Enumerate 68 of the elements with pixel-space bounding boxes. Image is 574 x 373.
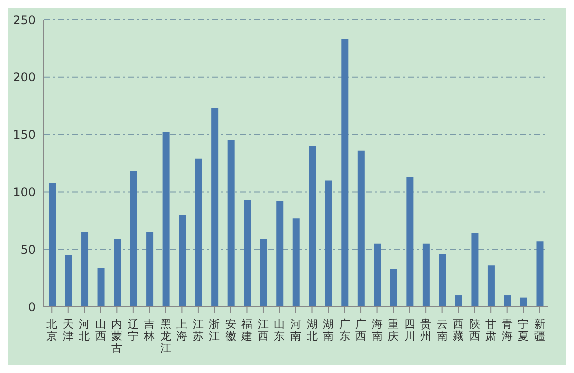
y-tick-label: 200 <box>13 70 36 85</box>
bar <box>162 132 170 307</box>
y-tick-label: 50 <box>20 242 36 257</box>
x-tick-label: 湖北 <box>306 318 318 343</box>
x-tick-label: 海南 <box>372 318 383 343</box>
x-tick-label: 天津 <box>62 318 74 343</box>
x-tick-label: 浙江 <box>209 318 220 343</box>
bar <box>536 242 544 307</box>
bar <box>520 298 528 307</box>
x-tick-label: 宁夏 <box>518 318 530 343</box>
x-tick-label: 福建 <box>240 318 253 343</box>
x-tick-label: 辽宁 <box>128 318 139 343</box>
bar <box>49 183 56 307</box>
x-tick-label: 西藏 <box>453 318 464 343</box>
bar <box>276 201 284 307</box>
x-tick-label: 新疆 <box>534 318 546 343</box>
x-tick-label: 江西 <box>258 318 269 343</box>
bar <box>244 200 252 307</box>
bar <box>228 140 235 307</box>
bar <box>455 296 462 307</box>
x-tick-label: 河北 <box>79 318 90 343</box>
x-tick-label: 湖南 <box>323 318 334 343</box>
bar <box>504 296 512 307</box>
bar <box>342 40 349 307</box>
y-tick-label: 250 <box>13 13 36 28</box>
bar <box>325 180 332 307</box>
x-tick-label: 四川 <box>404 318 416 343</box>
x-tick-label: 陕西 <box>469 318 480 343</box>
bar <box>358 150 365 307</box>
bar <box>292 218 300 307</box>
x-tick-label: 广东 <box>339 318 350 343</box>
bar <box>472 234 479 307</box>
bar <box>114 239 122 307</box>
x-tick-label: 北京 <box>46 318 58 343</box>
bar <box>390 269 398 307</box>
bar <box>309 146 316 307</box>
y-tick-label: 0 <box>28 300 36 314</box>
x-tick-label: 云南 <box>436 318 448 343</box>
bar <box>130 172 138 307</box>
x-tick-label: 内蒙古 <box>112 318 123 355</box>
x-tick-label: 河南 <box>290 318 302 343</box>
bar <box>179 215 186 307</box>
bar <box>82 232 89 307</box>
bar <box>422 244 430 307</box>
x-tick-label: 贵州 <box>420 318 432 343</box>
bar <box>98 268 105 307</box>
x-tick-label: 重庆 <box>388 318 400 343</box>
x-tick-label: 青海 <box>502 318 513 343</box>
bar <box>195 158 202 307</box>
x-tick-label: 黑龙江 <box>160 318 172 355</box>
bar <box>406 177 414 307</box>
bar <box>374 244 382 307</box>
x-tick-label: 吉林 <box>143 318 156 343</box>
bar <box>65 255 72 307</box>
y-tick-label: 100 <box>13 185 36 200</box>
bar <box>260 239 268 307</box>
bar <box>439 254 446 307</box>
x-tick-label: 上海 <box>176 318 188 343</box>
x-tick-label: 江苏 <box>192 318 204 343</box>
x-tick-label: 广西 <box>356 318 367 343</box>
bar <box>212 108 219 307</box>
x-tick-label: 安徽 <box>225 318 236 343</box>
x-tick-label: 山东 <box>274 318 286 343</box>
bar <box>146 232 154 307</box>
bar <box>488 266 495 307</box>
x-tick-label: 甘肃 <box>486 318 497 343</box>
x-tick-label: 山西 <box>95 318 106 343</box>
y-tick-label: 150 <box>13 128 36 142</box>
